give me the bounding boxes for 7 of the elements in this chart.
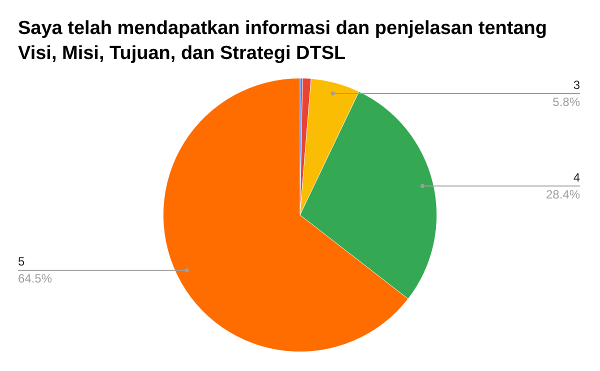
data-label: 64.5% (18, 272, 52, 286)
data-label: 5.8% (552, 94, 580, 109)
slice-label: 3 (573, 78, 580, 92)
slice-label: 5 (18, 254, 25, 269)
data-label: 28.4% (546, 187, 580, 202)
chart-title: Saya telah mendapatkan informasi dan penjelasan tentang Visi, Misi, Tujuan, dan Strategi DTSL (18, 17, 548, 66)
slice-label: 4 (573, 170, 580, 184)
